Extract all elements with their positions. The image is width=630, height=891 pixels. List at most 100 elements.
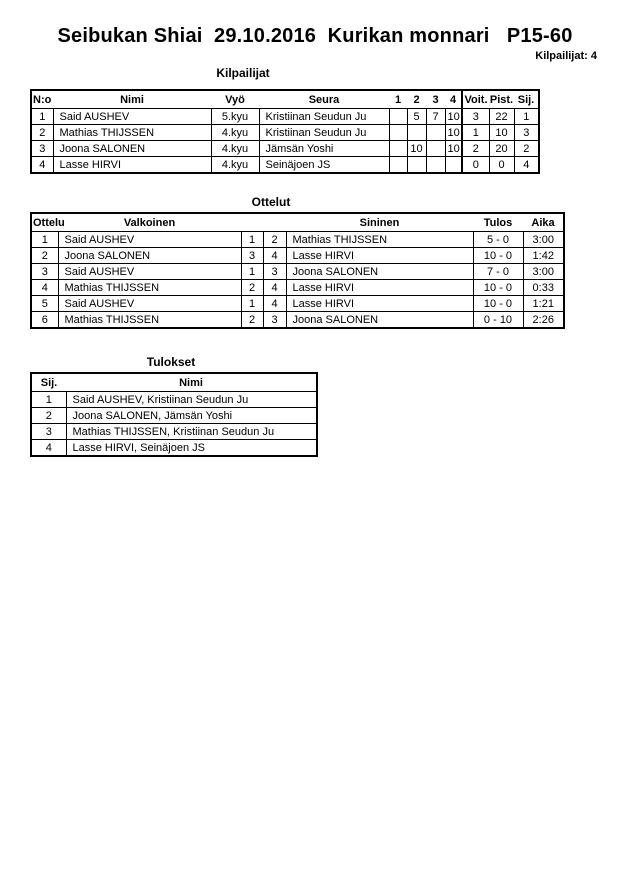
cell-white-name: Mathias THIJSSEN	[57, 279, 242, 296]
col-header-ottelu: Ottelu	[31, 213, 65, 232]
cell-blue-name: Mathias THIJSSEN	[285, 231, 474, 248]
col-header-seura: Seura	[259, 90, 389, 109]
col-header-aika: Aika	[523, 213, 564, 232]
cell-vyo: 4.kyu	[210, 156, 260, 174]
cell-nimi: Joona SALONEN	[52, 140, 212, 157]
cell-blue-number: 3	[262, 311, 287, 329]
cell-match-no: 5	[30, 295, 59, 312]
col-header-nimi: Nimi	[53, 90, 211, 109]
table-row: 2 Joona SALONEN, Jämsän Yoshi	[30, 407, 318, 424]
col-header-voit: Voit.	[461, 90, 489, 109]
cell-round3	[425, 140, 446, 157]
cell-round2	[406, 124, 427, 141]
cell-aika: 3:00	[522, 231, 565, 248]
table-row: 3 Mathias THIJSSEN, Kristiinan Seudun Ju	[30, 423, 318, 440]
cell-sij: 1	[30, 391, 67, 408]
col-header-tulos: Tulos	[473, 213, 523, 232]
cell-white-name: Said AUSHEV	[57, 263, 242, 280]
cell-tulos: 10 - 0	[472, 295, 524, 312]
cell-round1	[388, 140, 408, 157]
col-header-sij: Sij.	[514, 90, 539, 109]
cell-aika: 1:42	[522, 247, 565, 264]
cell-pist: 22	[488, 108, 515, 125]
cell-round1	[388, 156, 408, 174]
cell-white-name: Joona SALONEN	[57, 247, 242, 264]
table-row: 2 Mathias THIJSSEN 4.kyu Kristiinan Seud…	[30, 124, 540, 141]
cell-aika: 3:00	[522, 263, 565, 280]
cell-round2: 5	[406, 108, 427, 125]
cell-nimi: Mathias THIJSSEN	[52, 124, 212, 141]
cell-round4: 10	[444, 124, 463, 141]
cell-tulos: 10 - 0	[472, 247, 524, 264]
cell-match-no: 6	[30, 311, 59, 329]
cell-tulos: 0 - 10	[472, 311, 524, 329]
cell-sij: 2	[513, 140, 540, 157]
table-tulokset: Sij. Nimi 1 Said AUSHEV, Kristiinan Seud…	[30, 372, 318, 457]
cell-round3: 7	[425, 108, 446, 125]
col-header-white-number	[241, 213, 263, 232]
table-row: 4 Mathias THIJSSEN 2 4 Lasse HIRVI 10 - …	[30, 279, 565, 296]
cell-sij: 3	[513, 124, 540, 141]
table-row: 1 Said AUSHEV 5.kyu Kristiinan Seudun Ju…	[30, 108, 540, 125]
cell-nimi: Joona SALONEN, Jämsän Yoshi	[65, 407, 318, 424]
competitor-count: Kilpailijat: 4	[535, 50, 597, 62]
cell-aika: 1:21	[522, 295, 565, 312]
cell-nimi: Said AUSHEV, Kristiinan Seudun Ju	[65, 391, 318, 408]
cell-pist: 0	[488, 156, 515, 174]
cell-nimi: Said AUSHEV	[52, 108, 212, 125]
cell-voit: 2	[461, 140, 490, 157]
cell-round4: 10	[444, 108, 463, 125]
cell-no: 2	[30, 124, 54, 141]
cell-blue-number: 2	[262, 231, 287, 248]
cell-sij: 4	[513, 156, 540, 174]
cell-aika: 0:33	[522, 279, 565, 296]
table-header-row: Ottelu Valkoinen Sininen Tulos Aika	[31, 213, 564, 232]
col-header-sij: Sij.	[31, 373, 66, 392]
cell-match-no: 3	[30, 263, 59, 280]
col-header-nimi: Nimi	[66, 373, 317, 392]
cell-aika: 2:26	[522, 311, 565, 329]
cell-nimi: Mathias THIJSSEN, Kristiinan Seudun Ju	[65, 423, 318, 440]
cell-tulos: 5 - 0	[472, 231, 524, 248]
col-header-vyo: Vyö	[211, 90, 259, 109]
cell-no: 4	[30, 156, 54, 174]
cell-white-number: 1	[240, 295, 264, 312]
cell-seura: Seinäjoen JS	[258, 156, 390, 174]
cell-vyo: 4.kyu	[210, 124, 260, 141]
cell-no: 1	[30, 108, 54, 125]
cell-white-number: 1	[240, 231, 264, 248]
col-header-no: N:o	[31, 90, 53, 109]
cell-white-number: 3	[240, 247, 264, 264]
cell-pist: 10	[488, 124, 515, 141]
cell-nimi: Lasse HIRVI, Seinäjoen JS	[65, 439, 318, 457]
cell-round2	[406, 156, 427, 174]
cell-match-no: 4	[30, 279, 59, 296]
cell-round4: 10	[444, 140, 463, 157]
cell-nimi: Lasse HIRVI	[52, 156, 212, 174]
cell-blue-number: 4	[262, 295, 287, 312]
cell-white-number: 2	[240, 279, 264, 296]
page-title: Seibukan Shiai 29.10.2016 Kurikan monnar…	[57, 25, 573, 47]
cell-tulos: 7 - 0	[472, 263, 524, 280]
col-header-pist: Pist.	[489, 90, 514, 109]
cell-blue-name: Joona SALONEN	[285, 311, 474, 329]
col-header-round2: 2	[407, 90, 426, 109]
table-row: 1 Said AUSHEV 1 2 Mathias THIJSSEN 5 - 0…	[30, 231, 565, 248]
cell-blue-name: Lasse HIRVI	[285, 247, 474, 264]
cell-seura: Kristiinan Seudun Ju	[258, 108, 390, 125]
table-row: 5 Said AUSHEV 1 4 Lasse HIRVI 10 - 0 1:2…	[30, 295, 565, 312]
cell-sij: 2	[30, 407, 67, 424]
cell-sij: 3	[30, 423, 67, 440]
cell-vyo: 5.kyu	[210, 108, 260, 125]
col-header-round1: 1	[389, 90, 407, 109]
cell-blue-number: 4	[262, 279, 287, 296]
table-row: 1 Said AUSHEV, Kristiinan Seudun Ju	[30, 391, 318, 408]
section-heading-ottelut: Ottelut	[251, 195, 291, 209]
cell-match-no: 2	[30, 247, 59, 264]
cell-white-name: Said AUSHEV	[57, 231, 242, 248]
table-row: 4 Lasse HIRVI, Seinäjoen JS	[30, 439, 318, 457]
section-heading-kilpailijat: Kilpailijat	[216, 66, 270, 80]
cell-tulos: 10 - 0	[472, 279, 524, 296]
cell-white-name: Said AUSHEV	[57, 295, 242, 312]
